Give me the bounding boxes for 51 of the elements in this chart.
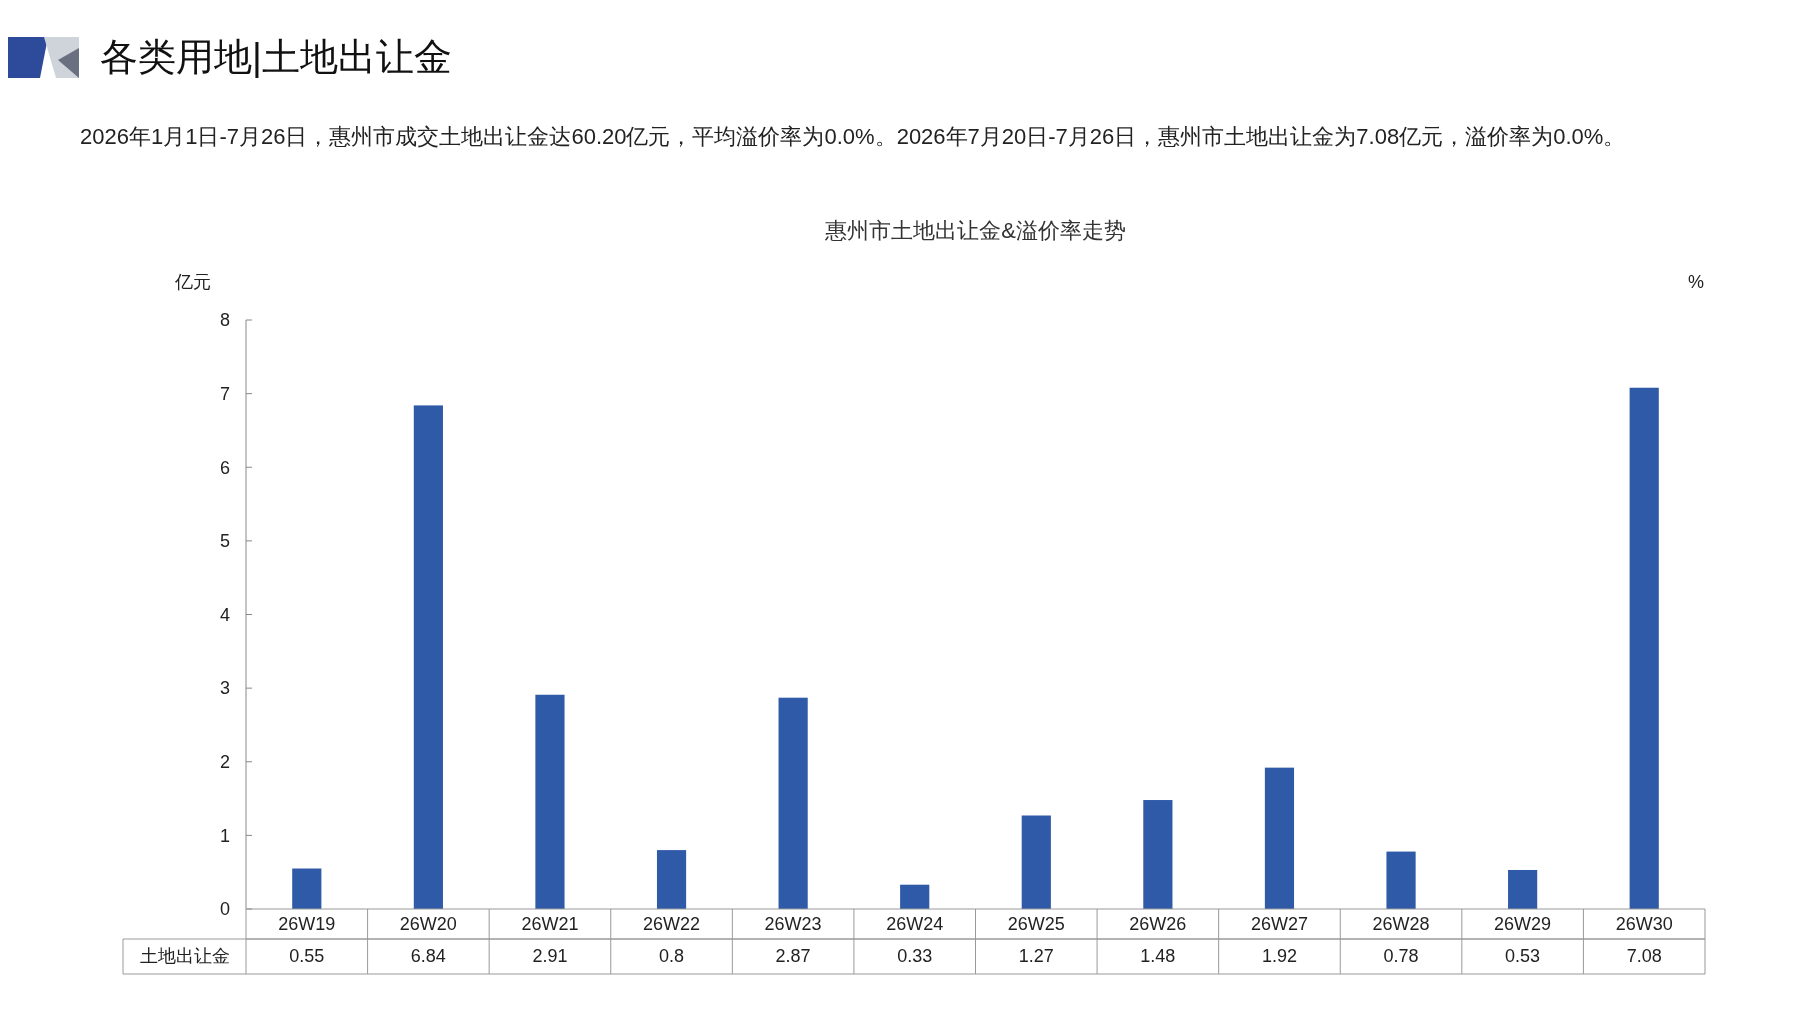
data-label: 6.84 [410,946,446,967]
y-tick-label: 3 [219,678,230,699]
chart-title: 各类用地|土地出让金 [100,36,452,78]
data-label: 0.53 [1505,946,1541,967]
bar [1629,387,1659,909]
y-tick-label: 2 [219,752,230,773]
y-tick-label: 1 [219,825,230,846]
x-tick-label: 26W29 [1494,914,1552,935]
chart-subtitle: 惠州市土地出让金&溢价率走势 [824,218,1126,243]
y2-axis-title: % [1687,272,1705,292]
bar [413,405,443,909]
text: 土地出让金 [139,946,230,967]
y-tick-label: 7 [219,383,230,404]
bar [292,868,322,909]
y-tick-label: 5 [219,531,230,552]
data-label: 0.8 [659,946,685,967]
bar [656,850,687,909]
x-tick-label: 26W19 [278,914,336,935]
y-tick-label: 0 [219,899,230,920]
y-tick-label: 6 [219,457,230,478]
data-label: 0.78 [1383,946,1419,967]
bar [1143,800,1173,909]
bar [1508,869,1538,909]
data-label: 1.27 [1018,946,1054,967]
data-label: 0.33 [897,946,933,967]
data-label: 2.87 [775,946,811,967]
bar [1264,767,1295,909]
bar [900,884,930,909]
x-tick-label: 26W25 [1007,914,1065,935]
y-axis-title: 亿元 [174,272,211,292]
x-tick-label: 26W23 [764,914,822,935]
y-tick-label: 4 [219,604,230,625]
x-tick-label: 26W30 [1615,914,1673,935]
x-tick-label: 26W21 [521,914,579,935]
data-label: 7.08 [1626,946,1662,967]
text: 2026年1月1日-7月26日，惠州市成交土地出让金达60.20亿元，平均溢价率为0.0%。2026年7月20日-7月26日，惠州市土地出让金为7.08亿元，溢价率为0.0%。 [80,123,1627,151]
x-tick-label: 26W28 [1372,914,1430,935]
data-label: 2.91 [532,946,568,967]
bar [1021,815,1051,909]
x-tick-label: 26W20 [399,914,457,935]
x-tick-label: 26W24 [886,914,944,935]
x-tick-label: 26W26 [1129,914,1187,935]
y-tick-label: 8 [219,310,230,331]
data-label: 1.92 [1261,946,1297,967]
bar [1386,851,1416,909]
data-label: 0.55 [289,946,325,967]
x-tick-label: 26W22 [643,914,701,935]
bar [778,697,808,909]
data-label: 1.48 [1140,946,1176,967]
x-tick-label: 26W27 [1250,914,1308,935]
bar [535,694,565,909]
